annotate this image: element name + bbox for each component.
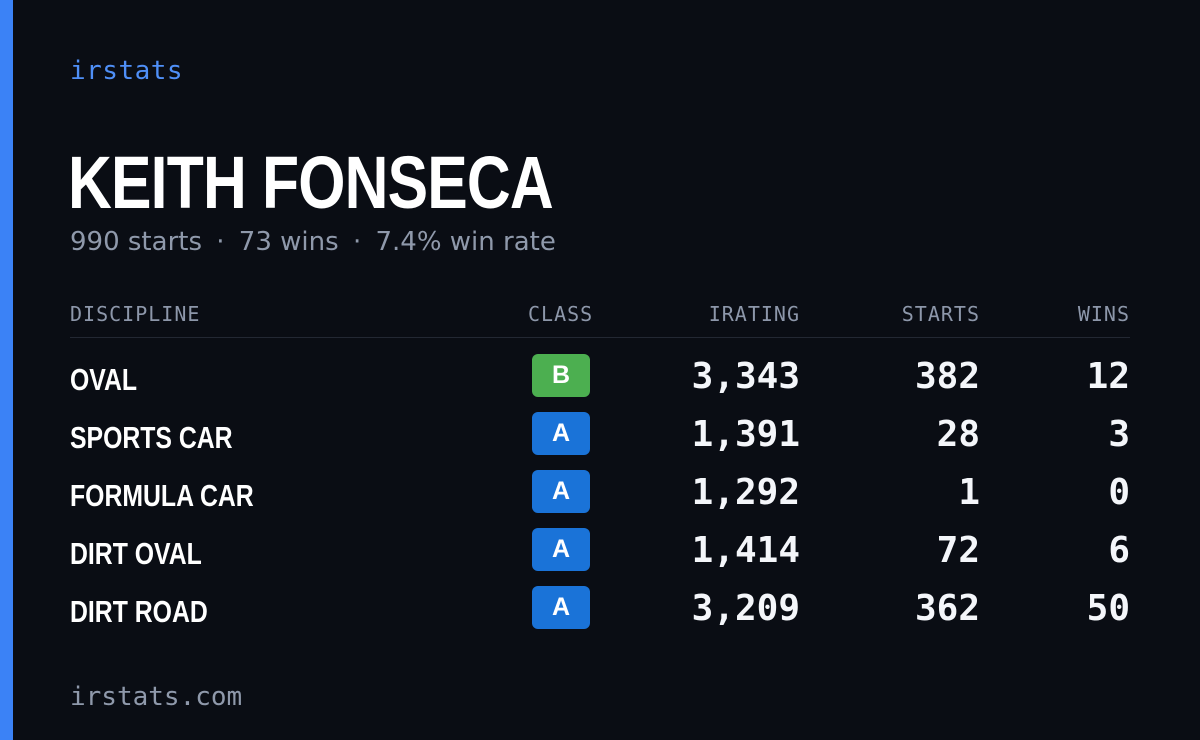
table-row: OVAL B 3,343 382 12 xyxy=(70,354,1130,412)
header-irating: IRATING xyxy=(708,302,800,326)
irating-value: 1,292 xyxy=(691,472,800,513)
wins-summary: 73 wins xyxy=(238,227,339,257)
table-header: DISCIPLINE CLASS IRATING STARTS WINS xyxy=(70,296,1130,338)
discipline-name: FORMULA CAR xyxy=(70,478,254,513)
wins-value: 0 xyxy=(1108,472,1130,513)
driver-summary: 990 starts · 73 wins · 7.4% win rate xyxy=(70,227,556,257)
header-starts: STARTS xyxy=(901,302,980,326)
irating-value: 1,391 xyxy=(691,414,800,455)
table-row: SPORTS CAR A 1,391 28 3 xyxy=(70,412,1130,470)
header-discipline: DISCIPLINE xyxy=(70,302,201,326)
separator: · xyxy=(216,227,225,257)
wins-value: 12 xyxy=(1086,356,1130,397)
discipline-name: SPORTS CAR xyxy=(70,420,233,455)
header-wins: WINS xyxy=(1077,302,1130,326)
wins-value: 50 xyxy=(1086,588,1130,629)
separator: · xyxy=(352,227,362,257)
header-class: CLASS xyxy=(528,302,594,326)
starts-value: 72 xyxy=(936,530,980,571)
discipline-name: DIRT OVAL xyxy=(70,536,202,571)
table-row: DIRT OVAL A 1,414 72 6 xyxy=(70,528,1130,586)
driver-name: KEITH FONSECA xyxy=(68,141,554,224)
starts-summary: 990 starts xyxy=(70,227,202,257)
starts-value: 382 xyxy=(914,356,980,397)
class-badge: A xyxy=(532,528,590,571)
starts-value: 1 xyxy=(958,472,980,513)
footer-url: irstats.com xyxy=(70,682,243,712)
starts-value: 362 xyxy=(914,588,980,629)
win-rate-summary: 7.4% win rate xyxy=(375,227,556,257)
stats-table: DISCIPLINE CLASS IRATING STARTS WINS OVA… xyxy=(70,296,1130,644)
starts-value: 28 xyxy=(936,414,980,455)
table-body: OVAL B 3,343 382 12 SPORTS CAR A 1,391 2… xyxy=(70,338,1130,644)
brand-logo: irstats xyxy=(70,56,184,86)
irating-value: 3,343 xyxy=(691,356,800,397)
irating-value: 3,209 xyxy=(691,588,800,629)
accent-bar xyxy=(0,0,13,740)
table-row: DIRT ROAD A 3,209 362 50 xyxy=(70,586,1130,644)
wins-value: 3 xyxy=(1108,414,1130,455)
class-badge: B xyxy=(532,354,590,397)
table-row: FORMULA CAR A 1,292 1 0 xyxy=(70,470,1130,528)
class-badge: A xyxy=(532,412,590,455)
wins-value: 6 xyxy=(1108,530,1130,571)
discipline-name: DIRT ROAD xyxy=(70,594,208,629)
discipline-name: OVAL xyxy=(70,362,138,397)
class-badge: A xyxy=(532,470,590,513)
irating-value: 1,414 xyxy=(691,530,800,571)
class-badge: A xyxy=(532,586,590,629)
